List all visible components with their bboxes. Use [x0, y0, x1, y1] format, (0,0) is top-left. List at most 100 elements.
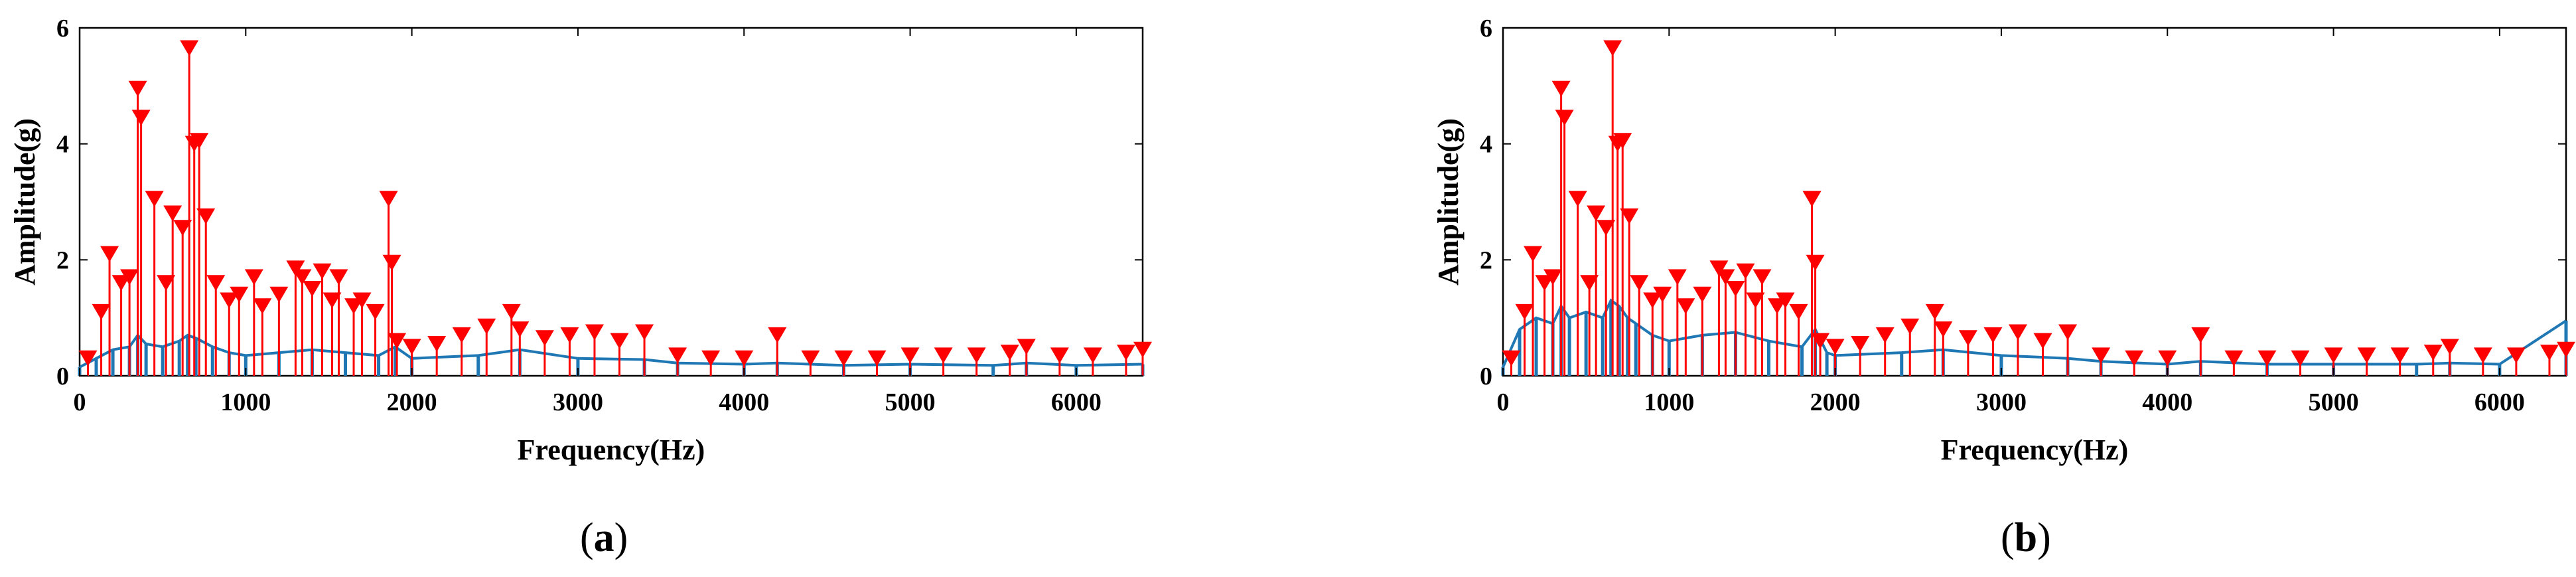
peak-marker [1535, 275, 1554, 291]
peak-marker [379, 191, 398, 207]
peak-marker [1925, 303, 1944, 320]
x-tick-label: 0 [74, 388, 86, 416]
peak-marker [1133, 341, 1152, 358]
peak-marker [173, 220, 192, 236]
peak-marker [1811, 333, 1830, 349]
peak-marker [1515, 303, 1534, 320]
peak-marker [2158, 350, 2177, 367]
plot-frame [1502, 27, 2567, 377]
peak-marker [1776, 292, 1795, 309]
peak-marker [1958, 330, 1977, 347]
plot-frame [78, 27, 1144, 377]
peak-marker [1676, 298, 1695, 315]
peak-marker [157, 275, 176, 291]
x-tick-label: 0 [1497, 388, 1510, 416]
peak-marker [1753, 269, 1772, 286]
peak-marker [1983, 327, 2003, 343]
peak-marker [293, 269, 312, 286]
peak-marker [1900, 318, 1920, 335]
peak-marker [128, 80, 147, 97]
peak-marker [560, 327, 579, 343]
peak-marker [1620, 208, 1639, 224]
x-axis-label: Frequency(Hz) [518, 434, 705, 466]
panel-a: 0 1000 2000 3000 4000 5000 6000 0 2 4 6 Frequency(… [9, 15, 1152, 560]
x-axis-label: Frequency(Hz) [1941, 434, 2129, 466]
peak-marker [303, 281, 322, 297]
peak-marker [253, 298, 272, 315]
x-tick-label: 2000 [1810, 388, 1861, 416]
y-tick-label: 0 [56, 363, 69, 390]
tick-layer: 0 1000 2000 3000 4000 5000 6000 0 2 4 6 [56, 15, 1143, 416]
peak-marker [2257, 350, 2277, 367]
peak-marker [427, 335, 447, 352]
series-layer [78, 40, 1152, 376]
peak-marker [388, 333, 407, 349]
peak-marker [535, 330, 554, 347]
x-tick-label: 6000 [2474, 388, 2525, 416]
peak-marker [1726, 281, 1745, 297]
peak-marker [1653, 286, 1672, 303]
peak-marker [1555, 110, 1574, 126]
peak-marker [402, 339, 421, 355]
peak-marker [1746, 292, 1765, 309]
peak-marker [1017, 339, 1036, 355]
peak-marker [2125, 350, 2144, 367]
y-tick-label: 2 [1480, 246, 1492, 274]
peak-marker [934, 347, 953, 364]
peak-marker [1551, 80, 1571, 97]
peak-marker [313, 263, 332, 280]
peak-marker [1568, 191, 1587, 207]
y-tick-label: 2 [56, 246, 69, 274]
peak-marker [1543, 269, 1563, 286]
peak-marker [322, 292, 342, 309]
peak-marker [510, 321, 530, 338]
peak-marker [131, 110, 151, 126]
peak-marker [2191, 327, 2210, 343]
y-tick-label: 4 [1480, 131, 1492, 159]
peak-marker [230, 286, 249, 303]
x-tick-label: 3000 [1976, 388, 2027, 416]
peak-marker [635, 324, 654, 341]
peak-marker [610, 333, 629, 349]
peak-marker [1806, 254, 1825, 271]
peak-marker [735, 350, 754, 367]
peak-marker [1050, 347, 1069, 364]
y-tick-label: 6 [1480, 15, 1492, 42]
peak-marker [92, 303, 111, 320]
peak-marker [452, 327, 471, 343]
peak-marker [286, 260, 305, 277]
peak-marker [1630, 275, 1649, 291]
peak-marker [2506, 347, 2526, 364]
peak-marker [180, 40, 199, 56]
peak-marker [111, 275, 131, 291]
peak-marker [145, 191, 164, 207]
peak-marker [78, 350, 98, 367]
peak-marker [900, 347, 920, 364]
peak-marker [196, 208, 216, 224]
peak-marker [1668, 269, 1687, 286]
y-tick-label: 0 [1480, 363, 1492, 390]
peak-marker [244, 269, 263, 286]
peak-marker [1613, 133, 1632, 149]
peak-marker [120, 269, 139, 286]
peak-marker [2291, 350, 2310, 367]
peak-marker [1587, 205, 1606, 222]
peak-marker [1934, 321, 1953, 338]
peak-marker [352, 292, 372, 309]
peak-marker [1709, 260, 1729, 277]
panel-b: 0 1000 2000 3000 4000 5000 6000 0 2 4 6 Frequency(… [1432, 15, 2575, 560]
peak-marker [2540, 345, 2559, 361]
peak-marker [1851, 335, 1870, 352]
peak-marker [1597, 220, 1616, 236]
peak-marker [1580, 275, 1599, 291]
peak-marker [1000, 345, 1019, 361]
peak-marker [1802, 191, 1822, 207]
peak-marker [2092, 347, 2111, 364]
panel-caption: (b) [2001, 515, 2051, 560]
peak-marker [2033, 333, 2052, 349]
x-tick-label: 1000 [220, 388, 271, 416]
y-axis-label: Amplitude(g) [1432, 118, 1465, 286]
peak-marker [269, 286, 289, 303]
peak-marker [382, 254, 401, 271]
